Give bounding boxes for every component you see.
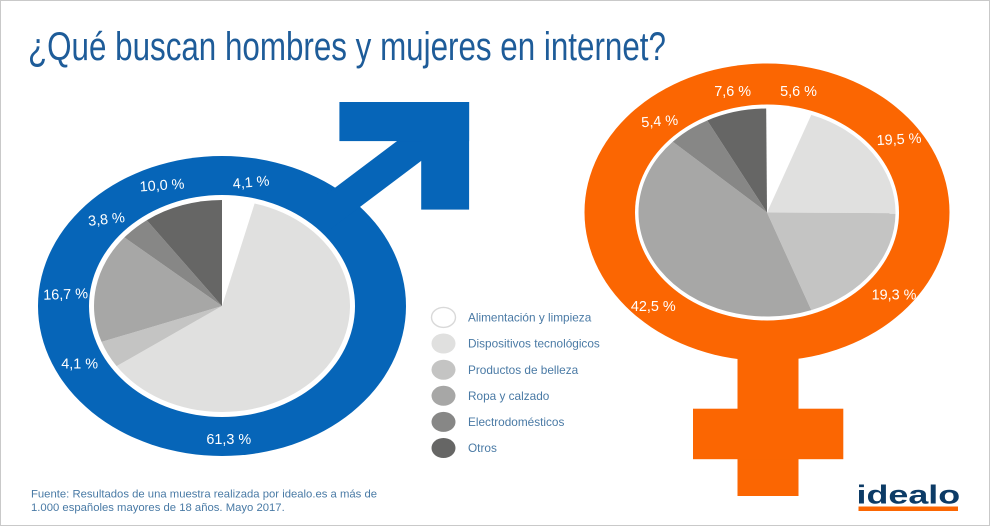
svg-text:Otros: Otros [468, 441, 497, 455]
svg-text:Fuente: Resultados de una mues: Fuente: Resultados de una muestra realiz… [31, 489, 377, 501]
svg-text:7,6 %: 7,6 % [714, 84, 751, 100]
svg-text:4,1 %: 4,1 % [232, 173, 270, 192]
svg-text:Ropa y calzado: Ropa y calzado [468, 389, 550, 403]
svg-text:1.000 españoles mayores de 18: 1.000 españoles mayores de 18 años. Mayo… [31, 502, 285, 514]
svg-text:idealo: idealo [857, 480, 961, 509]
svg-text:¿Qué buscan hombres y mujeres: ¿Qué buscan hombres y mujeres en interne… [28, 23, 666, 69]
svg-text:Alimentación y limpieza: Alimentación y limpieza [468, 311, 592, 325]
svg-text:5,4 %: 5,4 % [641, 113, 679, 132]
svg-text:4,1 %: 4,1 % [61, 357, 98, 373]
svg-text:10,0 %: 10,0 % [139, 176, 185, 195]
svg-text:5,6 %: 5,6 % [780, 84, 817, 100]
svg-text:Productos de belleza: Productos de belleza [468, 363, 579, 377]
svg-text:Dispositivos tecnológicos: Dispositivos tecnológicos [468, 337, 600, 351]
svg-text:Electrodomésticos: Electrodomésticos [468, 415, 564, 429]
svg-text:16,7 %: 16,7 % [43, 286, 89, 304]
svg-text:3,8 %: 3,8 % [87, 210, 125, 230]
svg-text:19,3 %: 19,3 % [872, 288, 917, 304]
svg-text:19,5 %: 19,5 % [876, 131, 922, 149]
svg-text:61,3 %: 61,3 % [206, 432, 251, 448]
svg-text:42,5 %: 42,5 % [631, 299, 676, 315]
